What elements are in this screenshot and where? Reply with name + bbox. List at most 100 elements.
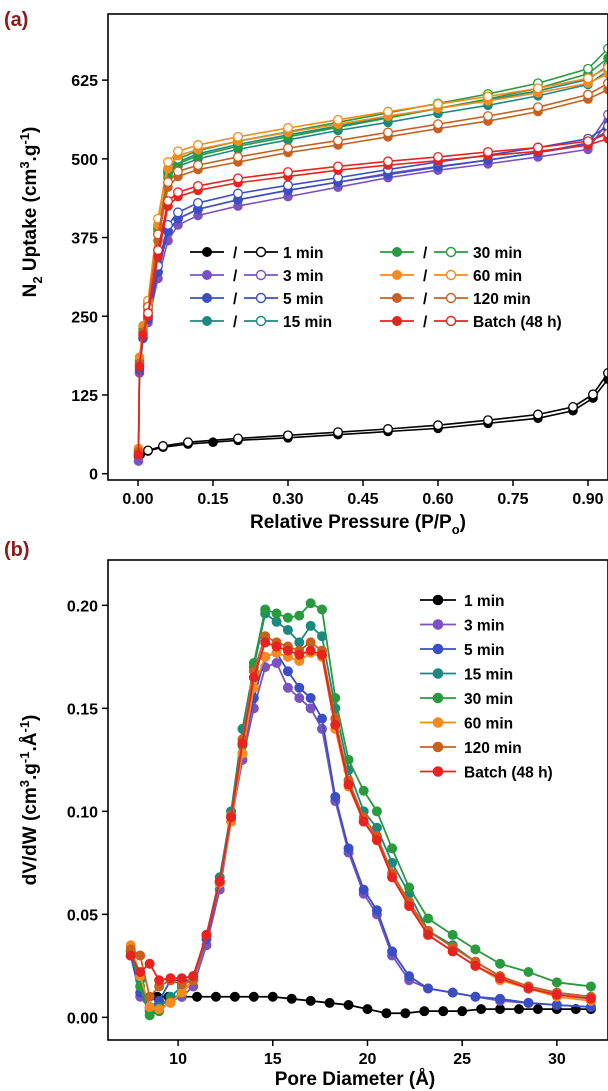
desorption-point <box>533 83 543 94</box>
desorption-point <box>568 402 578 412</box>
data-point <box>404 882 415 893</box>
desorption-point <box>153 245 163 256</box>
legend-entry-3-min: 3 min <box>420 618 504 635</box>
legend-marker <box>432 766 444 777</box>
legend-marker <box>432 594 444 606</box>
panel-b-series-3-min <box>125 658 596 1015</box>
panel-b-legend: 1 min 3 min 5 min 15 min 30 min 60 min 120 min… <box>420 593 553 782</box>
data-point <box>154 975 165 986</box>
data-point <box>343 843 354 854</box>
legend-marker-open <box>445 269 457 281</box>
legend-marker-open <box>255 315 267 327</box>
data-point <box>371 905 382 916</box>
legend-entry-1-min: / 1 min <box>190 245 323 262</box>
data-point <box>470 960 481 971</box>
legend-entry-3-min: / 3 min <box>190 268 323 285</box>
data-point <box>226 812 237 823</box>
data-point <box>135 967 146 978</box>
panel-b-y-tick-label: 0.00 <box>67 1010 98 1027</box>
panel-a-x-tick-label: 0.60 <box>422 491 453 508</box>
legend-label: 120 min <box>473 291 531 308</box>
panel-a-series-120-min <box>133 78 608 457</box>
legend-separator: / <box>423 245 428 262</box>
legend-marker-open <box>255 269 267 281</box>
panel-b-y-axis-label: dV/dW (cm3.g-1.Å-1) <box>17 715 41 886</box>
data-point <box>381 1008 392 1019</box>
desorption-point <box>143 445 153 456</box>
data-point <box>447 946 458 957</box>
adsorption-point <box>603 53 608 63</box>
legend-entry-batch-48-h: / Batch (48 h) <box>380 314 562 331</box>
legend-entry-120-min: / 120 min <box>380 291 531 308</box>
panel-b-series-batch-48-h <box>125 637 596 1004</box>
panel-b-y-tick-label: 0.15 <box>67 701 98 718</box>
panel-b-series-5-min <box>125 647 596 1013</box>
panel-b-frame <box>107 559 608 1041</box>
legend-separator: / <box>423 314 428 331</box>
data-point <box>495 973 506 984</box>
data-point <box>495 993 506 1004</box>
data-point <box>476 1004 487 1015</box>
panel-a-x-tick-label: 0.90 <box>572 491 603 508</box>
legend-marker <box>432 692 444 704</box>
panel-a-x-axis-label: Relative Pressure (P/Po) <box>250 512 466 537</box>
data-point <box>532 1004 543 1015</box>
data-point <box>282 666 293 677</box>
legend-marker <box>432 643 444 655</box>
legend-separator: / <box>233 291 238 308</box>
legend-entry-30-min: / 30 min <box>380 245 522 262</box>
legend-entry-15-min: 15 min <box>420 667 513 684</box>
data-point <box>523 967 534 978</box>
legend-label: 60 min <box>473 268 522 285</box>
legend-marker-filled <box>202 316 212 326</box>
data-point <box>144 1002 155 1013</box>
data-point <box>282 612 293 623</box>
adsorption-point <box>138 330 148 340</box>
data-point <box>154 1004 165 1015</box>
data-point <box>286 993 297 1004</box>
data-point <box>305 620 316 631</box>
legend-label: Batch (48 h) <box>464 765 553 782</box>
data-point <box>144 1010 155 1021</box>
panel-a-x-tick-label: 0.75 <box>497 491 528 508</box>
panel-a-series-60-min <box>133 62 608 454</box>
desorption-point <box>433 151 443 162</box>
legend-entry-120-min: 120 min <box>420 740 522 757</box>
panel-b-x-axis-label: Pore Diameter (Å) <box>275 1069 436 1090</box>
data-point <box>294 682 305 693</box>
desorption-point <box>583 89 593 100</box>
data-point <box>447 929 458 940</box>
data-point <box>358 785 369 796</box>
data-point <box>457 1006 468 1017</box>
data-point <box>358 884 369 895</box>
data-point <box>260 637 271 648</box>
legend-entry-15-min: / 15 min <box>190 314 332 331</box>
desorption-point <box>603 78 608 89</box>
legend-marker-open <box>445 246 457 258</box>
data-point <box>248 991 259 1002</box>
data-point <box>305 703 316 714</box>
data-point <box>423 983 434 994</box>
data-point <box>282 645 293 656</box>
legend-separator: / <box>423 268 428 285</box>
data-point <box>317 713 328 724</box>
panel-a-series <box>133 43 608 466</box>
data-point <box>305 645 316 656</box>
desorption-point <box>233 151 243 162</box>
desorption-point <box>383 106 393 117</box>
desorption-point <box>603 109 608 120</box>
legend-label: 60 min <box>464 716 513 733</box>
desorption-point <box>283 167 293 178</box>
data-point <box>260 604 271 615</box>
data-point <box>387 843 398 854</box>
legend-label: 1 min <box>464 593 504 610</box>
panel-a-ticks: 0.00 0.15 0.30 0.45 0.60 0.75 0.90 0 125 250 375 50… <box>71 73 603 508</box>
data-point <box>343 999 354 1010</box>
panel-b-y-tick-label: 0.10 <box>67 804 98 821</box>
legend-entry-5-min: / 5 min <box>190 291 323 308</box>
data-point <box>165 973 176 984</box>
panel-b-x-tick-label: 10 <box>169 1051 187 1068</box>
panel-b-x-tick-label: 15 <box>264 1051 282 1068</box>
panel-a-series-batch-48-h <box>133 128 608 460</box>
